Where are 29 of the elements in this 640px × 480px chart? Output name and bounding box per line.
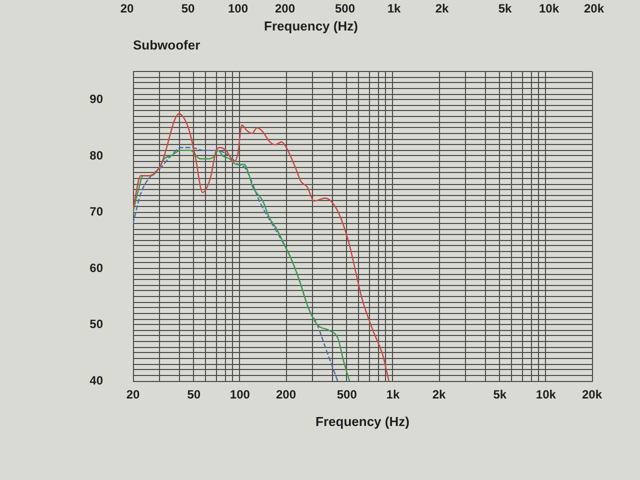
y-tick-label: 80 <box>90 148 104 162</box>
text: 20k <box>584 1 604 16</box>
text: Frequency (Hz) <box>264 18 358 34</box>
x-tick-label: 1k <box>386 388 400 402</box>
text: 50 <box>181 1 195 16</box>
x-tick-label: 5k <box>493 388 507 402</box>
y-tick-label: 60 <box>90 260 104 275</box>
chart-title: Subwoofer <box>133 37 200 52</box>
text: 20 <box>120 1 134 16</box>
y-tick-label: 40 <box>90 373 104 388</box>
x-tick-label: 200 <box>276 388 296 402</box>
x-tick-label: 500 <box>336 388 358 402</box>
text: 200 <box>274 1 296 16</box>
text: 10k <box>538 1 560 16</box>
text: 5k <box>498 1 512 16</box>
x-tick-label: 2k <box>432 388 446 402</box>
text: 1k <box>387 1 401 16</box>
x-tick-label: 20 <box>126 388 140 402</box>
text: 2k <box>435 1 449 16</box>
text: 500 <box>334 1 356 16</box>
text: 100 <box>228 1 248 16</box>
x-axis-title: Frequency (Hz) <box>316 414 410 429</box>
y-tick-label: 90 <box>90 92 104 106</box>
x-tick-label: 10k <box>536 388 556 402</box>
x-tick-label: 50 <box>187 388 201 402</box>
x-tick-label: 100 <box>230 388 250 402</box>
y-tick-label: 50 <box>90 317 104 332</box>
x-tick-label: 20k <box>582 388 602 402</box>
y-tick-label: 70 <box>90 204 104 219</box>
